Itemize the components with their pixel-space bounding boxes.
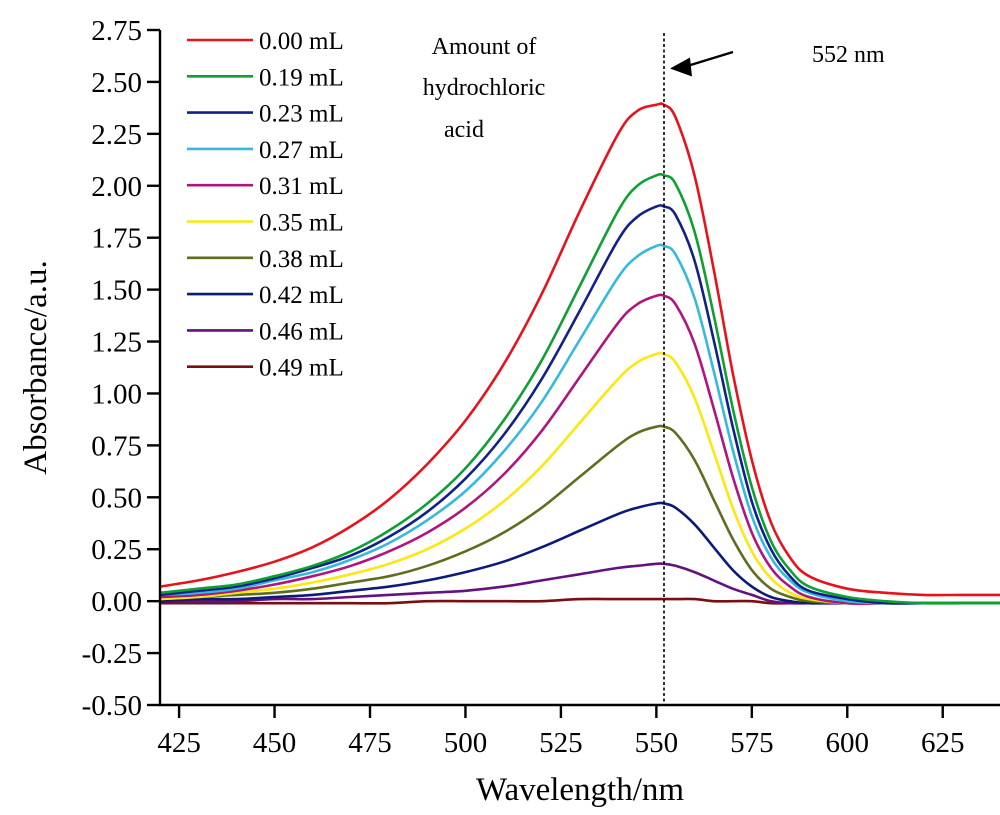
legend-item: 0.38 mL: [187, 246, 344, 273]
y-tick-label: 0.50: [91, 482, 142, 514]
legend-title: Amount of hydrochloric acid: [423, 34, 546, 143]
x-tick-label: 600: [826, 727, 870, 759]
legend-item: 0.23 mL: [187, 101, 344, 128]
legend-label: 0.38 mL: [259, 246, 344, 273]
annotation-552nm-label: 552 nm: [812, 42, 885, 68]
y-axis-title: Absorbance/a.u.: [18, 260, 54, 474]
annotation-arrow-head: [670, 57, 692, 77]
legend-title-line: acid: [444, 117, 484, 143]
x-tick-label: 450: [253, 727, 297, 759]
legend-item: 0.00 mL: [187, 28, 344, 55]
y-tick-label: -0.25: [82, 638, 142, 670]
legend-item: 0.19 mL: [187, 64, 344, 91]
y-tick-label: 0.25: [91, 534, 142, 566]
y-tick-label: 1.75: [91, 223, 142, 255]
x-tick-label: 525: [539, 727, 583, 759]
x-axis-title: Wavelength/nm: [476, 772, 684, 808]
y-tick-label: 2.75: [91, 15, 142, 47]
legend-label: 0.27 mL: [259, 137, 344, 164]
y-tick-label: 1.00: [91, 378, 142, 410]
axes-layer: -0.50 -0.25 0.00 0.25 0.50 0.75 1.00 1.25 1.50 1.…: [18, 15, 1000, 808]
legend-item: 0.35 mL: [187, 210, 344, 237]
series-line-023: [159, 204, 1000, 605]
annotation-layer: 552 nm: [663, 33, 885, 705]
x-ticks: 425 450 475 500 525 550 575 600 625: [157, 705, 964, 759]
series-line-019: [159, 172, 1000, 605]
series-line-000: [159, 102, 1000, 597]
legend-label: 0.19 mL: [259, 64, 344, 91]
y-tick-label: 2.50: [91, 67, 142, 99]
y-tick-label: -0.50: [82, 690, 142, 722]
legend-title-line: Amount of: [432, 34, 537, 60]
x-tick-label: 550: [635, 727, 679, 759]
legend-item: 0.27 mL: [187, 137, 344, 164]
legend-item: 0.49 mL: [187, 355, 344, 382]
y-tick-label: 2.00: [91, 171, 142, 203]
x-tick-label: 625: [921, 727, 965, 759]
series-line-038: [159, 424, 1000, 605]
legend-label: 0.46 mL: [259, 318, 344, 345]
legend-item: 0.31 mL: [187, 173, 344, 200]
series-line-042: [159, 501, 1000, 605]
series-line-027: [159, 243, 1000, 605]
legend-label: 0.49 mL: [259, 355, 344, 382]
legend: 0.00 mL 0.19 mL 0.23 mL 0.27 mL 0.31 mL 0.35 …: [187, 28, 344, 382]
x-tick-label: 475: [348, 727, 392, 759]
y-ticks: -0.50 -0.25 0.00 0.25 0.50 0.75 1.00 1.25 1.50 1.…: [82, 15, 160, 722]
x-tick-label: 575: [730, 727, 774, 759]
y-tick-label: 1.25: [91, 327, 142, 359]
series-line-031: [159, 293, 1000, 605]
legend-item: 0.42 mL: [187, 282, 344, 309]
y-tick-label: 0.75: [91, 430, 142, 462]
legend-label: 0.23 mL: [259, 101, 344, 128]
legend-label: 0.31 mL: [259, 173, 344, 200]
annotation-arrow-line: [683, 50, 734, 69]
x-tick-label: 500: [444, 727, 488, 759]
y-tick-label: 2.25: [91, 119, 142, 151]
series-line-035: [159, 351, 1000, 605]
legend-item: 0.46 mL: [187, 318, 344, 345]
x-tick-label: 425: [157, 727, 201, 759]
y-tick-label: 1.50: [91, 275, 142, 307]
legend-label: 0.42 mL: [259, 282, 344, 309]
series-layer: [159, 102, 1000, 605]
legend-title-line: hydrochloric: [423, 75, 546, 101]
y-tick-label: 0.00: [91, 586, 142, 618]
legend-label: 0.00 mL: [259, 28, 344, 55]
legend-label: 0.35 mL: [259, 210, 344, 237]
